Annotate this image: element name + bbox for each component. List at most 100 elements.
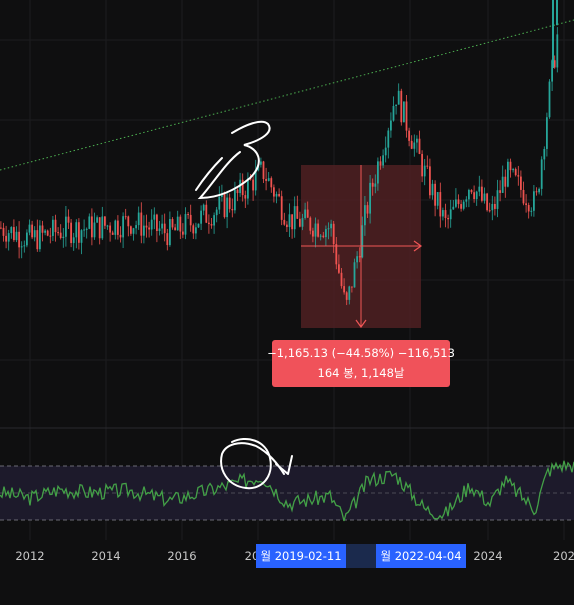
- candle-body: [267, 178, 270, 181]
- candle-body: [548, 81, 551, 118]
- candle-body: [403, 101, 405, 123]
- candle-body: [137, 212, 140, 226]
- candle-body: [436, 192, 439, 206]
- candle-body: [517, 175, 520, 177]
- candle-body: [109, 225, 111, 233]
- candle-body: [286, 224, 288, 228]
- candle-body: [57, 232, 59, 234]
- candle-body: [335, 244, 338, 265]
- candle-body: [184, 214, 187, 235]
- candle-body: [143, 225, 145, 236]
- candle-body: [62, 236, 65, 239]
- candle-body: [36, 230, 39, 250]
- candle-body: [468, 189, 470, 200]
- candle-body: [455, 199, 457, 207]
- candle-body: [171, 219, 174, 228]
- candle-body: [189, 214, 192, 226]
- candle-body: [130, 226, 132, 234]
- candle-body: [556, 34, 559, 68]
- candle-body: [325, 229, 327, 238]
- freehand-circle-rsi[interactable]: [220, 438, 285, 490]
- candle-body: [161, 223, 163, 229]
- candle-body: [434, 183, 436, 206]
- freehand-arrow-rsi[interactable]: [275, 455, 293, 475]
- candle-body: [533, 191, 535, 211]
- candle-body: [494, 203, 496, 209]
- candle-body: [122, 216, 124, 238]
- candle-body: [65, 216, 67, 237]
- candle-body: [343, 286, 345, 293]
- candle-body: [166, 233, 169, 246]
- candle-body: [353, 262, 356, 288]
- candle-body: [7, 233, 10, 242]
- candle-body: [197, 223, 200, 228]
- candle-body: [96, 217, 98, 223]
- candle-body: [218, 196, 221, 210]
- candle-body: [514, 169, 517, 176]
- candle-body: [270, 178, 273, 188]
- candle-body: [273, 187, 275, 197]
- freehand-stroke[interactable]: [195, 157, 223, 191]
- candle-body: [252, 179, 254, 191]
- trendline[interactable]: [0, 19, 574, 171]
- x-tick-2026: 202: [553, 549, 574, 563]
- candle-body: [88, 216, 91, 229]
- candle-body: [26, 232, 28, 246]
- candle-body: [387, 130, 390, 148]
- date-tag-start[interactable]: 월 2019-02-11: [256, 544, 346, 568]
- candle-body: [330, 223, 332, 229]
- candle-body: [85, 228, 88, 230]
- candle-body: [127, 216, 130, 227]
- candle-body: [535, 191, 538, 193]
- candle-body: [553, 60, 556, 68]
- x-tick-2012: 2012: [15, 549, 44, 563]
- candle-body: [338, 264, 340, 273]
- candle-body: [283, 219, 286, 225]
- grid-lines: [0, 0, 574, 540]
- candle-body: [481, 186, 483, 201]
- candle-body: [174, 227, 176, 231]
- candle-body: [176, 216, 179, 231]
- candle-body: [366, 205, 369, 214]
- candle-body: [543, 148, 546, 160]
- candle-body: [145, 225, 148, 228]
- candle-body: [39, 225, 41, 250]
- candle-body: [278, 193, 280, 197]
- candle-body: [2, 227, 5, 236]
- candle-body: [33, 230, 36, 238]
- candle-body: [449, 209, 452, 220]
- date-tag-end[interactable]: 월 2022-04-04: [376, 544, 466, 568]
- candle-body: [439, 192, 442, 217]
- candle-body: [491, 203, 494, 211]
- candle-body: [429, 166, 431, 196]
- candle-body: [195, 227, 197, 234]
- candle-body: [319, 235, 322, 237]
- candle-body: [13, 227, 15, 241]
- candle-body: [262, 161, 265, 180]
- candle-body: [70, 222, 72, 244]
- candle-body: [23, 245, 26, 247]
- candle-body: [169, 219, 171, 246]
- measure-down-arrow: [355, 319, 367, 329]
- candle-body: [52, 219, 54, 236]
- candle-body: [202, 204, 205, 211]
- candle-body: [527, 205, 530, 212]
- candle-body: [260, 161, 262, 165]
- candle-body: [444, 210, 447, 218]
- candle-body: [462, 201, 465, 209]
- candle-body: [507, 161, 509, 187]
- candle-body: [228, 197, 231, 209]
- freehand-scribble-top[interactable]: [197, 120, 271, 200]
- candle-body: [309, 217, 312, 231]
- candle-body: [322, 235, 325, 238]
- candle-body: [98, 217, 101, 239]
- candle-body: [488, 210, 491, 212]
- candle-body: [509, 161, 512, 171]
- candle-body: [364, 205, 366, 226]
- candle-body: [317, 223, 319, 237]
- candle-body: [423, 165, 426, 177]
- x-tick-2014: 2014: [91, 549, 120, 563]
- candle-body: [421, 153, 423, 177]
